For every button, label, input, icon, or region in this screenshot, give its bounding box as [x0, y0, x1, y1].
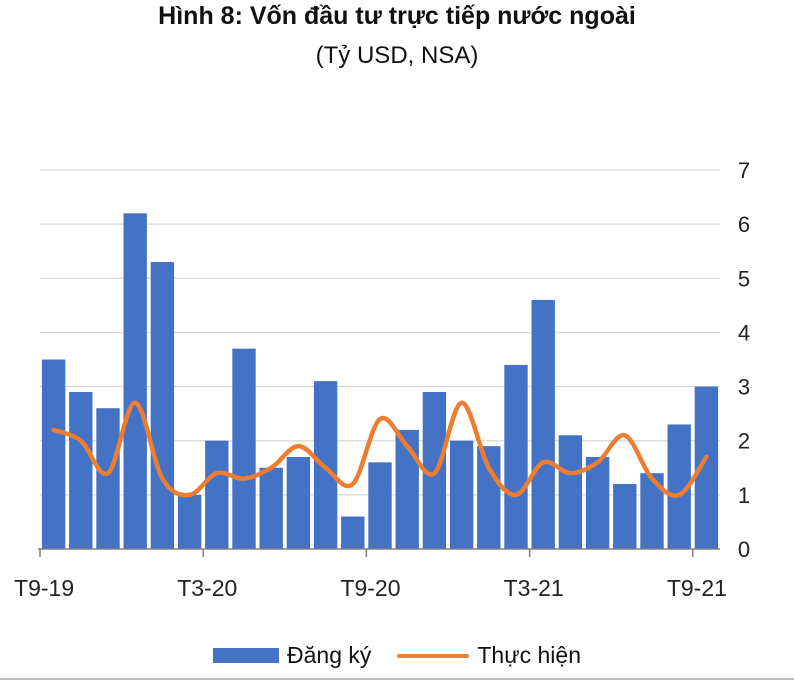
- bar: [205, 440, 229, 549]
- y-tick-label: 7: [738, 158, 750, 183]
- bar: [640, 473, 664, 549]
- bar: [585, 456, 610, 549]
- legend-swatch-bar: [213, 648, 279, 663]
- series-line-thuc-hien: [51, 400, 709, 498]
- y-tick-label: 1: [738, 483, 750, 508]
- bar: [395, 429, 419, 549]
- bar: [477, 446, 501, 549]
- x-tick-label: T3-20: [177, 575, 237, 601]
- x-tick-label: T9-21: [667, 575, 727, 601]
- y-tick-label: 4: [738, 320, 750, 345]
- bar: [286, 456, 311, 549]
- legend-item-disbursed: Thực hiện: [397, 642, 581, 669]
- bottom-divider: [0, 678, 794, 680]
- y-tick-label: 5: [738, 266, 750, 291]
- bar: [613, 484, 637, 549]
- bar: [123, 213, 147, 550]
- bar: [259, 467, 283, 549]
- bar: [177, 494, 202, 549]
- bar: [341, 516, 365, 549]
- y-tick-label: 2: [738, 429, 750, 454]
- bar: [504, 364, 528, 549]
- legend-swatch-line: [397, 653, 470, 658]
- chart-legend: Đăng ký Thực hiện: [0, 642, 794, 669]
- x-tick-label: T3-21: [504, 575, 564, 601]
- y-tick-label: 6: [738, 212, 750, 237]
- y-tick-label: 3: [738, 375, 750, 400]
- x-tick-label: T9-20: [340, 575, 400, 601]
- chart-subtitle: (Tỷ USD, NSA): [315, 42, 479, 69]
- bar: [232, 348, 256, 549]
- bar: [558, 435, 583, 549]
- bar: [368, 462, 392, 549]
- bar: [667, 424, 691, 549]
- bar: [150, 262, 175, 549]
- bar: [69, 391, 93, 549]
- bar: [41, 359, 66, 549]
- legend-item-registered: Đăng ký: [213, 642, 371, 669]
- chart-title: Hình 8: Vốn đầu tư trực tiếp nước ngoài: [158, 2, 636, 30]
- bar: [694, 386, 719, 549]
- y-tick-label: 0: [738, 537, 750, 562]
- bar: [449, 440, 474, 549]
- x-tick-label: T9-19: [14, 575, 74, 601]
- legend-label-registered: Đăng ký: [287, 642, 372, 668]
- legend-label-disbursed: Thực hiện: [477, 642, 581, 668]
- bar: [96, 408, 120, 549]
- bar: [531, 299, 555, 549]
